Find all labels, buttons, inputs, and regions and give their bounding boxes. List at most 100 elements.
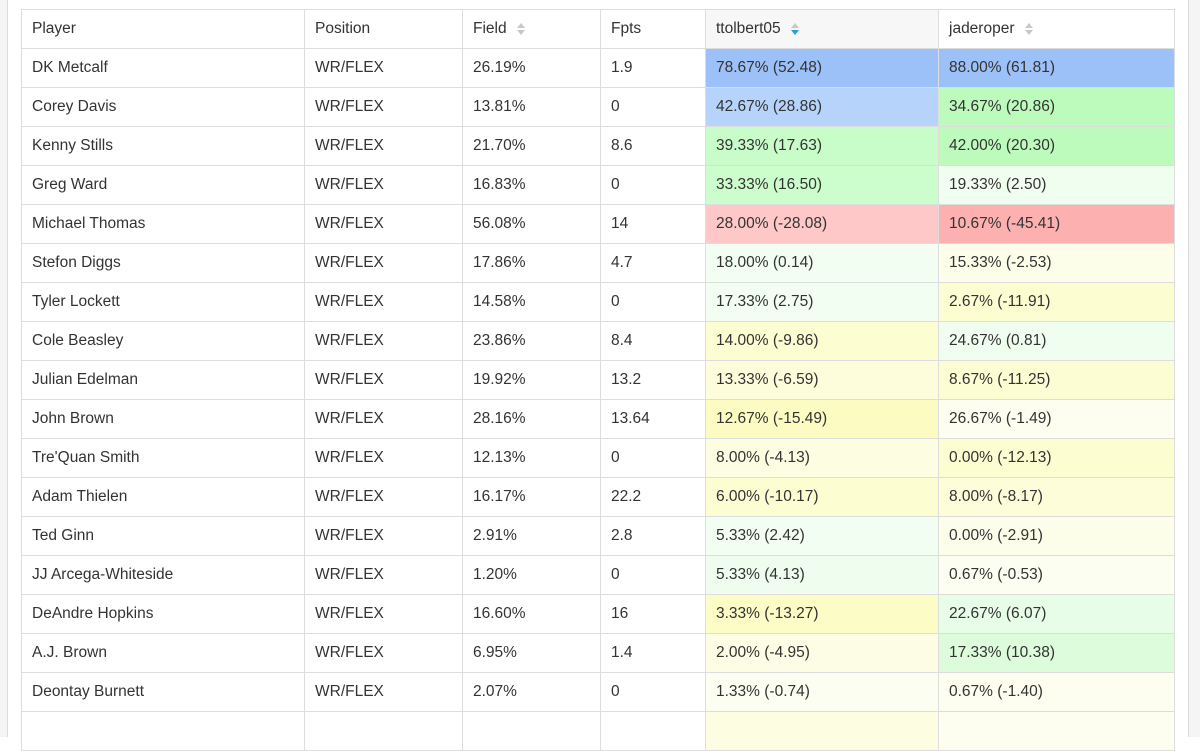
position-cell: WR/FLEX bbox=[304, 243, 463, 283]
column-header-player-label: Player bbox=[32, 20, 76, 37]
user2-ownership-cell: 88.00% (61.81) bbox=[938, 48, 1175, 88]
table-row: Julian Edelman WR/FLEX 19.92% 13.2 13.33% (-… bbox=[21, 360, 1175, 400]
table-row: Adam Thielen WR/FLEX 16.17% 22.2 6.00% (-10.… bbox=[21, 477, 1175, 517]
player-name-cell: Tyler Lockett bbox=[21, 282, 305, 322]
ownership-table-panel: Player Position Field Fpts ttolbert05 bbox=[7, 0, 1189, 751]
field-ownership-cell: 16.83% bbox=[462, 165, 601, 205]
player-name-cell: Julian Edelman bbox=[21, 360, 305, 400]
user2-ownership-cell: 0.67% (-0.53) bbox=[938, 555, 1175, 595]
position-cell: WR/FLEX bbox=[304, 594, 463, 634]
player-name-cell: Corey Davis bbox=[21, 87, 305, 127]
field-ownership-cell: 1.20% bbox=[462, 555, 601, 595]
column-header-fpts[interactable]: Fpts bbox=[600, 9, 706, 49]
user1-ownership-cell: 2.00% (-4.95) bbox=[705, 633, 939, 673]
user2-ownership-cell: 15.33% (-2.53) bbox=[938, 243, 1175, 283]
user2-ownership-cell: 42.00% (20.30) bbox=[938, 126, 1175, 166]
sort-descending-icon[interactable] bbox=[790, 23, 799, 35]
player-name-cell: DeAndre Hopkins bbox=[21, 594, 305, 634]
fantasy-points-cell: 13.2 bbox=[600, 360, 706, 400]
table-row: JJ Arcega-Whiteside WR/FLEX 1.20% 0 5.33% (4… bbox=[21, 555, 1175, 595]
user2-ownership-cell: 0.00% (-2.91) bbox=[938, 516, 1175, 556]
position-cell: WR/FLEX bbox=[304, 48, 463, 88]
user1-ownership-cell: 42.67% (28.86) bbox=[705, 87, 939, 127]
field-ownership-cell: 19.92% bbox=[462, 360, 601, 400]
column-header-player[interactable]: Player bbox=[21, 9, 305, 49]
fantasy-points-cell: 22.2 bbox=[600, 477, 706, 517]
fantasy-points-cell: 2.8 bbox=[600, 516, 706, 556]
user1-ownership-cell: 33.33% (16.50) bbox=[705, 165, 939, 205]
field-ownership-cell: 14.58% bbox=[462, 282, 601, 322]
sort-icon[interactable] bbox=[516, 23, 525, 35]
fantasy-points-cell: 0 bbox=[600, 672, 706, 712]
column-header-user2-label: jaderoper bbox=[949, 20, 1015, 37]
user1-ownership-cell: 5.33% (4.13) bbox=[705, 555, 939, 595]
user2-ownership-cell: 26.67% (-1.49) bbox=[938, 399, 1175, 439]
field-ownership-cell: 2.91% bbox=[462, 516, 601, 556]
table-row: A.J. Brown WR/FLEX 6.95% 1.4 2.00% (-4.95) 17… bbox=[21, 633, 1175, 673]
user1-ownership-cell: 39.33% (17.63) bbox=[705, 126, 939, 166]
field-ownership-cell: 16.17% bbox=[462, 477, 601, 517]
fantasy-points-cell: 16 bbox=[600, 594, 706, 634]
column-header-position[interactable]: Position bbox=[304, 9, 463, 49]
sort-icon[interactable] bbox=[1024, 23, 1033, 35]
fantasy-points-cell: 13.64 bbox=[600, 399, 706, 439]
position-cell: WR/FLEX bbox=[304, 633, 463, 673]
table-row: Cole Beasley WR/FLEX 23.86% 8.4 14.00% (-9.8… bbox=[21, 321, 1175, 361]
player-name-cell: Ted Ginn bbox=[21, 516, 305, 556]
user1-ownership-cell: 78.67% (52.48) bbox=[705, 48, 939, 88]
table-row: Deontay Burnett WR/FLEX 2.07% 0 1.33% (-0.74… bbox=[21, 672, 1175, 712]
player-name-cell: DK Metcalf bbox=[21, 48, 305, 88]
position-cell: WR/FLEX bbox=[304, 477, 463, 517]
field-ownership-cell: 26.19% bbox=[462, 48, 601, 88]
column-header-position-label: Position bbox=[315, 20, 371, 37]
field-ownership-cell: 12.13% bbox=[462, 438, 601, 478]
fantasy-points-cell: 0 bbox=[600, 282, 706, 322]
table-row bbox=[21, 711, 1175, 751]
player-name-cell: Deontay Burnett bbox=[21, 672, 305, 712]
player-name-cell: Kenny Stills bbox=[21, 126, 305, 166]
field-ownership-cell: 56.08% bbox=[462, 204, 601, 244]
table-row: DK Metcalf WR/FLEX 26.19% 1.9 78.67% (52.48)… bbox=[21, 48, 1175, 88]
position-cell: WR/FLEX bbox=[304, 321, 463, 361]
table-row: Greg Ward WR/FLEX 16.83% 0 33.33% (16.50) 19.… bbox=[21, 165, 1175, 205]
player-name-cell: Greg Ward bbox=[21, 165, 305, 205]
table-header-row: Player Position Field Fpts ttolbert05 bbox=[21, 9, 1175, 49]
user2-ownership-cell: 19.33% (2.50) bbox=[938, 165, 1175, 205]
field-ownership-cell: 16.60% bbox=[462, 594, 601, 634]
user2-ownership-cell: 8.67% (-11.25) bbox=[938, 360, 1175, 400]
user2-ownership-cell: 10.67% (-45.41) bbox=[938, 204, 1175, 244]
player-name-cell bbox=[21, 711, 305, 751]
fantasy-points-cell: 4.7 bbox=[600, 243, 706, 283]
user1-ownership-cell: 6.00% (-10.17) bbox=[705, 477, 939, 517]
player-name-cell: Stefon Diggs bbox=[21, 243, 305, 283]
field-ownership-cell bbox=[462, 711, 601, 751]
position-cell: WR/FLEX bbox=[304, 555, 463, 595]
fantasy-points-cell: 8.4 bbox=[600, 321, 706, 361]
fantasy-points-cell: 0 bbox=[600, 87, 706, 127]
column-header-user1[interactable]: ttolbert05 bbox=[705, 9, 939, 49]
user2-ownership-cell: 24.67% (0.81) bbox=[938, 321, 1175, 361]
user1-ownership-cell: 17.33% (2.75) bbox=[705, 282, 939, 322]
table-row: Tyler Lockett WR/FLEX 14.58% 0 17.33% (2.75)… bbox=[21, 282, 1175, 322]
user2-ownership-cell: 0.67% (-1.40) bbox=[938, 672, 1175, 712]
user1-ownership-cell: 12.67% (-15.49) bbox=[705, 399, 939, 439]
field-ownership-cell: 28.16% bbox=[462, 399, 601, 439]
player-name-cell: JJ Arcega-Whiteside bbox=[21, 555, 305, 595]
user2-ownership-cell bbox=[938, 711, 1175, 751]
column-header-user2[interactable]: jaderoper bbox=[938, 9, 1175, 49]
fantasy-points-cell: 1.4 bbox=[600, 633, 706, 673]
column-header-fpts-label: Fpts bbox=[611, 20, 642, 37]
user1-ownership-cell: 8.00% (-4.13) bbox=[705, 438, 939, 478]
table-row: DeAndre Hopkins WR/FLEX 16.60% 16 3.33% (-13… bbox=[21, 594, 1175, 634]
field-ownership-cell: 21.70% bbox=[462, 126, 601, 166]
user2-ownership-cell: 2.67% (-11.91) bbox=[938, 282, 1175, 322]
player-name-cell: Tre'Quan Smith bbox=[21, 438, 305, 478]
table-row: Michael Thomas WR/FLEX 56.08% 14 28.00% (-28… bbox=[21, 204, 1175, 244]
user2-ownership-cell: 22.67% (6.07) bbox=[938, 594, 1175, 634]
fantasy-points-cell: 0 bbox=[600, 165, 706, 205]
user1-ownership-cell: 1.33% (-0.74) bbox=[705, 672, 939, 712]
column-header-field[interactable]: Field bbox=[462, 9, 601, 49]
fantasy-points-cell: 8.6 bbox=[600, 126, 706, 166]
player-name-cell: John Brown bbox=[21, 399, 305, 439]
fantasy-points-cell bbox=[600, 711, 706, 751]
